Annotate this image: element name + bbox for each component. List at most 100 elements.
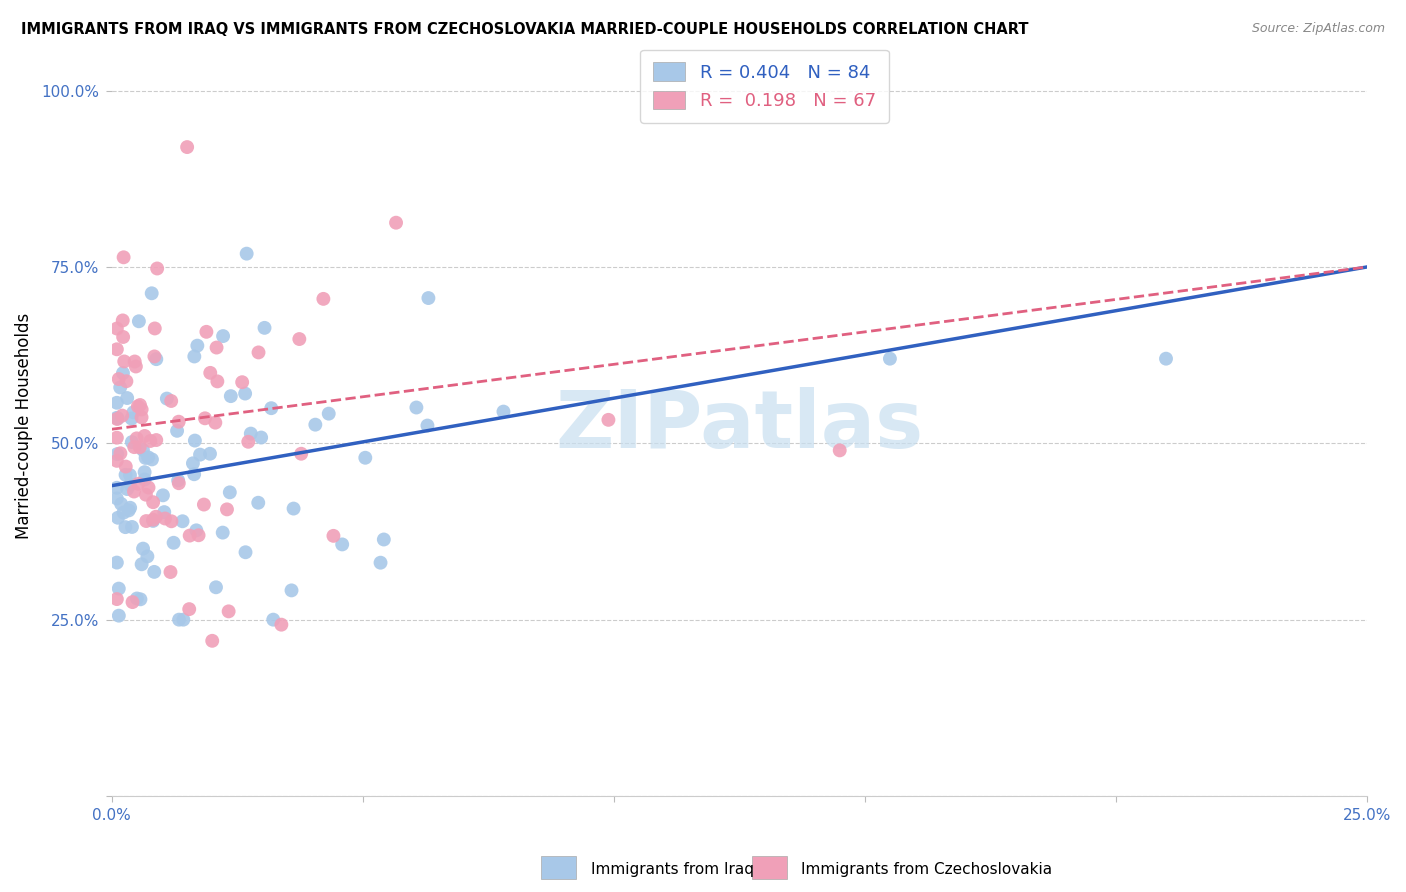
Point bbox=[128, 440, 150, 454]
Point bbox=[138, 481, 160, 495]
Point bbox=[135, 450, 157, 465]
Point bbox=[114, 459, 136, 474]
Point bbox=[110, 497, 132, 511]
Point bbox=[107, 510, 129, 524]
Point bbox=[195, 325, 218, 339]
Point bbox=[186, 339, 208, 353]
Point bbox=[218, 604, 240, 618]
Point bbox=[322, 529, 344, 543]
Point bbox=[218, 485, 240, 500]
Point bbox=[105, 592, 128, 607]
Point bbox=[233, 386, 256, 401]
Point bbox=[153, 505, 176, 519]
Point bbox=[114, 467, 136, 482]
Point bbox=[111, 313, 134, 327]
Point bbox=[141, 286, 163, 301]
Point bbox=[172, 514, 194, 528]
Point bbox=[385, 216, 408, 230]
Point bbox=[122, 440, 145, 454]
Point bbox=[198, 447, 221, 461]
Point bbox=[288, 332, 311, 346]
Point bbox=[219, 389, 242, 403]
Point bbox=[1154, 351, 1177, 366]
Point bbox=[280, 583, 302, 598]
Point bbox=[238, 434, 260, 449]
Point bbox=[139, 434, 162, 448]
Point bbox=[134, 473, 156, 487]
Point bbox=[129, 592, 152, 607]
Point bbox=[156, 392, 179, 406]
Point bbox=[105, 454, 128, 468]
Point bbox=[354, 450, 377, 465]
Point bbox=[260, 401, 283, 416]
Point bbox=[167, 415, 190, 429]
Point bbox=[125, 431, 148, 445]
Point bbox=[172, 613, 194, 627]
Point bbox=[121, 520, 143, 534]
Point bbox=[143, 350, 166, 364]
Point bbox=[194, 411, 217, 425]
Point bbox=[124, 354, 146, 368]
Point bbox=[118, 468, 141, 483]
Point bbox=[205, 341, 228, 355]
Point bbox=[122, 405, 145, 419]
Point bbox=[121, 411, 143, 425]
Point bbox=[141, 452, 163, 467]
Point bbox=[136, 450, 159, 465]
Point bbox=[145, 509, 167, 524]
Bar bbox=[541, 856, 576, 879]
Point bbox=[373, 533, 395, 547]
Point bbox=[250, 431, 273, 445]
Point bbox=[162, 535, 184, 549]
Point bbox=[142, 495, 165, 509]
Point bbox=[143, 321, 166, 335]
Point bbox=[152, 488, 174, 502]
Point bbox=[167, 476, 190, 491]
Point bbox=[112, 506, 135, 520]
Point bbox=[215, 502, 238, 516]
Point bbox=[201, 633, 224, 648]
Point bbox=[212, 329, 235, 343]
Point bbox=[598, 413, 620, 427]
Point bbox=[120, 500, 142, 515]
Point bbox=[283, 501, 305, 516]
Point bbox=[184, 434, 207, 448]
Point bbox=[115, 374, 138, 388]
Point bbox=[105, 321, 128, 335]
Text: Immigrants from Iraq: Immigrants from Iraq bbox=[591, 863, 754, 877]
Point bbox=[121, 595, 143, 609]
Point bbox=[492, 404, 515, 418]
Point bbox=[200, 366, 222, 380]
Point bbox=[115, 391, 138, 405]
Point bbox=[134, 429, 156, 443]
Point bbox=[105, 556, 128, 570]
Point bbox=[135, 488, 157, 502]
Point bbox=[105, 410, 128, 425]
Point bbox=[131, 558, 153, 572]
Point bbox=[107, 372, 129, 386]
Point bbox=[418, 291, 440, 305]
Point bbox=[270, 617, 292, 632]
Point bbox=[193, 498, 215, 512]
Point bbox=[370, 556, 392, 570]
Point bbox=[112, 330, 135, 344]
Point bbox=[179, 602, 201, 616]
Point bbox=[167, 474, 190, 488]
Point bbox=[108, 608, 131, 623]
Point bbox=[262, 613, 284, 627]
Point bbox=[145, 352, 167, 367]
Point bbox=[111, 366, 134, 380]
Point bbox=[330, 537, 353, 551]
Point bbox=[183, 467, 205, 482]
Point bbox=[131, 410, 153, 425]
Point bbox=[179, 528, 201, 542]
Point bbox=[105, 343, 128, 357]
Point bbox=[128, 314, 150, 328]
Point bbox=[107, 582, 129, 596]
Point bbox=[121, 435, 143, 450]
Point bbox=[145, 433, 167, 447]
Point bbox=[879, 351, 901, 366]
Point bbox=[205, 580, 228, 594]
Point bbox=[135, 514, 157, 528]
Point bbox=[405, 401, 427, 415]
